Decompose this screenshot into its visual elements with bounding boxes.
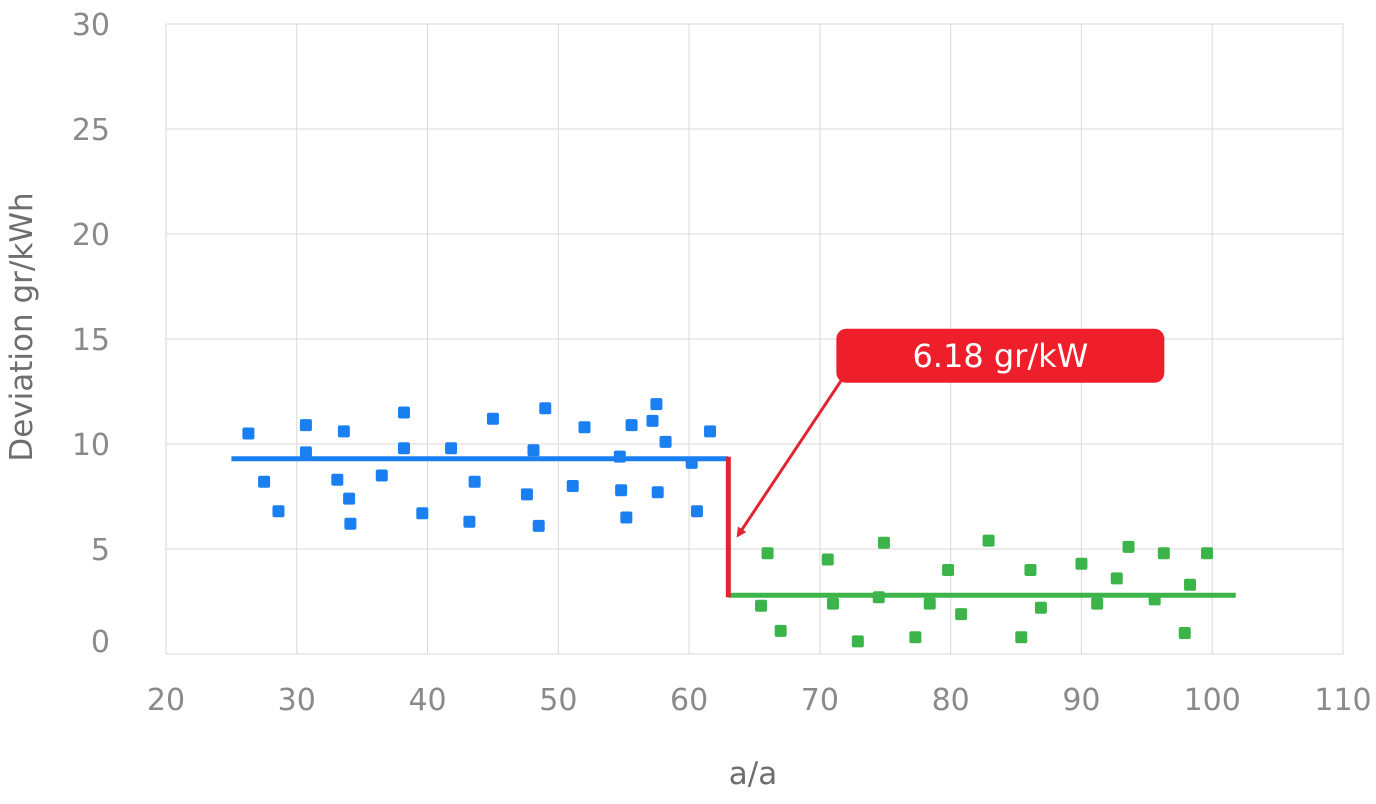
data-point bbox=[755, 599, 768, 612]
data-point bbox=[258, 475, 271, 488]
data-point bbox=[1110, 572, 1123, 585]
data-point bbox=[1015, 631, 1028, 644]
x-tick-label: 110 bbox=[1314, 683, 1371, 718]
series-1 bbox=[231, 398, 729, 532]
data-point bbox=[650, 398, 663, 411]
x-tick-label: 30 bbox=[278, 683, 316, 718]
data-point bbox=[877, 536, 890, 549]
data-point bbox=[1034, 601, 1047, 614]
data-point bbox=[761, 547, 774, 560]
data-point bbox=[651, 486, 664, 499]
data-point bbox=[337, 425, 350, 438]
data-point bbox=[620, 511, 633, 524]
x-tick-label: 60 bbox=[670, 683, 708, 718]
data-point bbox=[539, 402, 552, 415]
x-tick-label: 90 bbox=[1062, 683, 1100, 718]
data-point bbox=[343, 492, 356, 505]
data-point bbox=[851, 635, 864, 648]
data-point bbox=[445, 442, 458, 455]
data-point bbox=[821, 553, 834, 566]
x-axis-label: a/a bbox=[729, 756, 777, 792]
y-tick-label: 20 bbox=[72, 218, 110, 253]
data-point bbox=[1075, 557, 1088, 570]
x-tick-label: 50 bbox=[539, 683, 577, 718]
data-point bbox=[1091, 597, 1104, 610]
callout-box bbox=[836, 328, 1165, 383]
data-point bbox=[1122, 540, 1135, 553]
data-point bbox=[416, 507, 429, 520]
data-point bbox=[646, 414, 659, 427]
data-point bbox=[1024, 564, 1037, 576]
y-tick-label: 0 bbox=[91, 625, 110, 660]
data-point bbox=[774, 624, 787, 637]
series bbox=[231, 398, 1236, 648]
y-tick-label: 15 bbox=[72, 323, 110, 358]
data-point bbox=[398, 406, 411, 419]
x-tick-label: 70 bbox=[801, 683, 839, 718]
data-point bbox=[463, 515, 476, 528]
x-tick-label: 80 bbox=[932, 683, 970, 718]
data-point bbox=[923, 597, 936, 610]
data-point bbox=[1200, 547, 1213, 560]
data-point bbox=[331, 473, 344, 486]
data-point bbox=[1157, 547, 1170, 560]
data-point bbox=[566, 480, 579, 492]
data-point bbox=[659, 435, 672, 448]
data-point bbox=[242, 427, 255, 440]
data-point bbox=[982, 534, 995, 547]
data-point bbox=[909, 631, 922, 644]
data-point bbox=[704, 425, 717, 438]
data-point bbox=[299, 446, 312, 459]
data-point bbox=[375, 469, 388, 482]
y-axis-ticks: 0 5 10 15 20 25 30 bbox=[72, 8, 110, 660]
callout-text: 6.18 gr/kW bbox=[912, 337, 1088, 375]
data-point bbox=[468, 475, 481, 488]
x-tick-label: 100 bbox=[1184, 683, 1241, 718]
callout-arrow bbox=[736, 377, 844, 538]
y-tick-label: 10 bbox=[72, 428, 110, 463]
data-point bbox=[272, 505, 285, 518]
data-point bbox=[578, 421, 591, 434]
data-point bbox=[344, 517, 357, 530]
data-point bbox=[1183, 578, 1196, 591]
annotation: 6.18 gr/kW bbox=[736, 328, 1165, 538]
y-tick-label: 25 bbox=[72, 113, 110, 148]
data-point bbox=[1178, 627, 1191, 639]
data-point bbox=[942, 564, 955, 576]
data-point bbox=[826, 597, 839, 610]
x-tick-label: 20 bbox=[147, 683, 185, 718]
data-point bbox=[398, 442, 411, 455]
data-point bbox=[615, 484, 628, 497]
data-point bbox=[625, 419, 638, 432]
y-axis-label: Deviation gr/kWh bbox=[4, 192, 40, 461]
data-point bbox=[955, 608, 968, 621]
data-point bbox=[520, 488, 533, 501]
x-axis-ticks: 20 30 40 50 60 70 80 90 100 110 bbox=[147, 683, 1372, 718]
x-tick-label: 40 bbox=[408, 683, 446, 718]
y-tick-label: 5 bbox=[91, 533, 110, 568]
data-point bbox=[690, 505, 703, 518]
data-point bbox=[299, 419, 312, 432]
y-tick-label: 30 bbox=[72, 8, 110, 43]
data-point bbox=[532, 519, 545, 532]
series-2 bbox=[728, 534, 1236, 648]
data-point bbox=[527, 444, 540, 457]
grid bbox=[165, 23, 1344, 655]
data-point bbox=[486, 412, 499, 425]
